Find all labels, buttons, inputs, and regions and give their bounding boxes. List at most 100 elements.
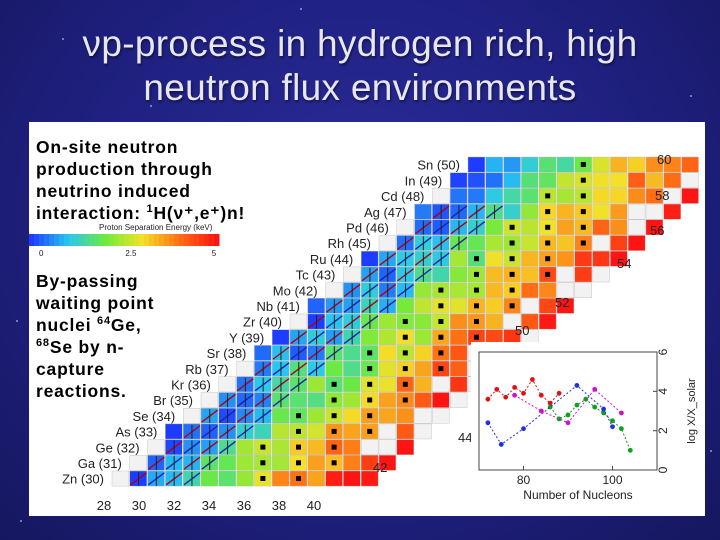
se-mass-superscript: 68 (36, 337, 50, 350)
chart-cell (432, 392, 450, 408)
chart-cell (361, 250, 379, 267)
stable-isotope-marker (474, 334, 479, 340)
colorbar-segment (59, 234, 65, 246)
element-label: Zn (30) (62, 472, 104, 487)
stable-isotope-marker (296, 413, 301, 419)
chart-cell (414, 345, 432, 361)
inset-data-point (521, 426, 526, 432)
chart-cell (556, 203, 575, 220)
chart-cell (485, 298, 503, 314)
chart-cell (307, 439, 325, 455)
chart-cell (556, 266, 575, 283)
background-star (710, 450, 712, 452)
chart-cell (467, 235, 486, 251)
colorbar-segment (29, 234, 35, 246)
chart-cell (681, 156, 699, 173)
stable-isotope-marker (331, 381, 337, 387)
inset-data-point (503, 394, 509, 400)
element-label: Cd (48) (381, 189, 424, 204)
chart-cell (414, 423, 432, 440)
side-mass-number: 56 (650, 223, 664, 238)
chart-cell (521, 235, 539, 251)
colorbar-segment (99, 234, 105, 246)
colorbar-segment (179, 234, 185, 246)
chart-cell (414, 313, 432, 330)
chart-cell (592, 235, 610, 251)
colorbar-tick: 2.5 (125, 249, 137, 258)
inset-data-point (583, 396, 589, 402)
chart-cell (396, 423, 414, 440)
stable-isotope-marker (296, 428, 301, 434)
chart-cell (450, 250, 468, 267)
chart-cell (307, 376, 325, 393)
colorbar-label: Proton Separation Energy (keV) (99, 223, 213, 232)
chart-cell (289, 313, 308, 330)
colorbar-segment (109, 234, 115, 246)
chart-cell (414, 298, 432, 314)
neutron-tick-label: 40 (307, 498, 321, 513)
colorbar-segment (34, 234, 40, 246)
bypass-line: waiting point (36, 293, 155, 313)
chart-cell (218, 470, 236, 487)
neutron-tick-label: 38 (272, 498, 286, 513)
chart-cell (307, 408, 325, 424)
colorbar-segment (94, 234, 100, 246)
neutron-tick-label: 36 (237, 498, 251, 513)
chart-cell (361, 455, 379, 471)
chart-cell (165, 423, 183, 440)
stable-isotope-marker (296, 460, 301, 466)
chart-cell (628, 172, 646, 189)
ge-mass-superscript: 64 (97, 315, 111, 328)
stable-isotope-marker (545, 193, 551, 199)
chart-cell (378, 408, 397, 424)
element-label: Pd (46) (346, 221, 389, 236)
chart-cell (450, 345, 468, 361)
chart-cell (556, 298, 575, 314)
stable-isotope-marker (509, 303, 515, 309)
chart-cell (467, 156, 486, 173)
chart-cell (663, 188, 681, 204)
stable-isotope-marker (438, 303, 444, 309)
chart-cell (378, 345, 397, 361)
stable-isotope-marker (545, 271, 551, 277)
interaction-formula: H(ν⁺,e⁺)n! (153, 203, 246, 223)
chart-cell (254, 423, 272, 440)
chart-cell (645, 203, 664, 220)
colorbar-segment (104, 234, 110, 246)
chart-cell (396, 298, 414, 314)
chart-cell (628, 219, 646, 236)
stable-isotope-marker (474, 256, 479, 262)
chart-cell (236, 360, 254, 377)
bypass-waiting-point-text: By-passing waiting point nuclei 64Ge, 68… (36, 270, 196, 402)
chart-cell (521, 313, 539, 330)
element-label: In (49) (405, 173, 443, 188)
colorbar-segment (174, 234, 180, 246)
colorbar-segment (74, 234, 80, 246)
chart-cell (485, 188, 503, 204)
nuclide-chart-figure: Sn (50)In (49)Cd (48)Ag (47)Pd (46)Rh (4… (29, 152, 705, 513)
chart-cell (307, 298, 325, 314)
colorbar-segment (169, 234, 175, 246)
stable-isotope-marker (509, 256, 515, 262)
chart-cell (200, 470, 219, 487)
inset-series-line (549, 398, 631, 451)
chart-cell (414, 376, 432, 393)
chart-cell (325, 470, 343, 487)
stable-isotope-marker (545, 209, 551, 215)
figure-panel: Sn (50) In (49) Cd (48) Ag (47) Pd (46) Rh (4… (29, 122, 705, 516)
stable-isotope-marker (367, 381, 373, 387)
chart-cell (485, 266, 503, 283)
chart-cell (432, 376, 450, 393)
chart-cell (610, 250, 628, 267)
chart-cell (343, 266, 361, 283)
chart-cell (574, 266, 592, 283)
colorbar-segment (199, 234, 205, 246)
chart-cell (396, 219, 414, 236)
inset-data-point (521, 390, 526, 396)
stable-isotope-marker (402, 397, 408, 403)
chart-cell (539, 298, 557, 314)
background-star (690, 95, 692, 97)
chart-cell (307, 455, 325, 471)
neutron-tick-label: 34 (202, 498, 216, 513)
stable-isotope-marker (545, 224, 551, 230)
